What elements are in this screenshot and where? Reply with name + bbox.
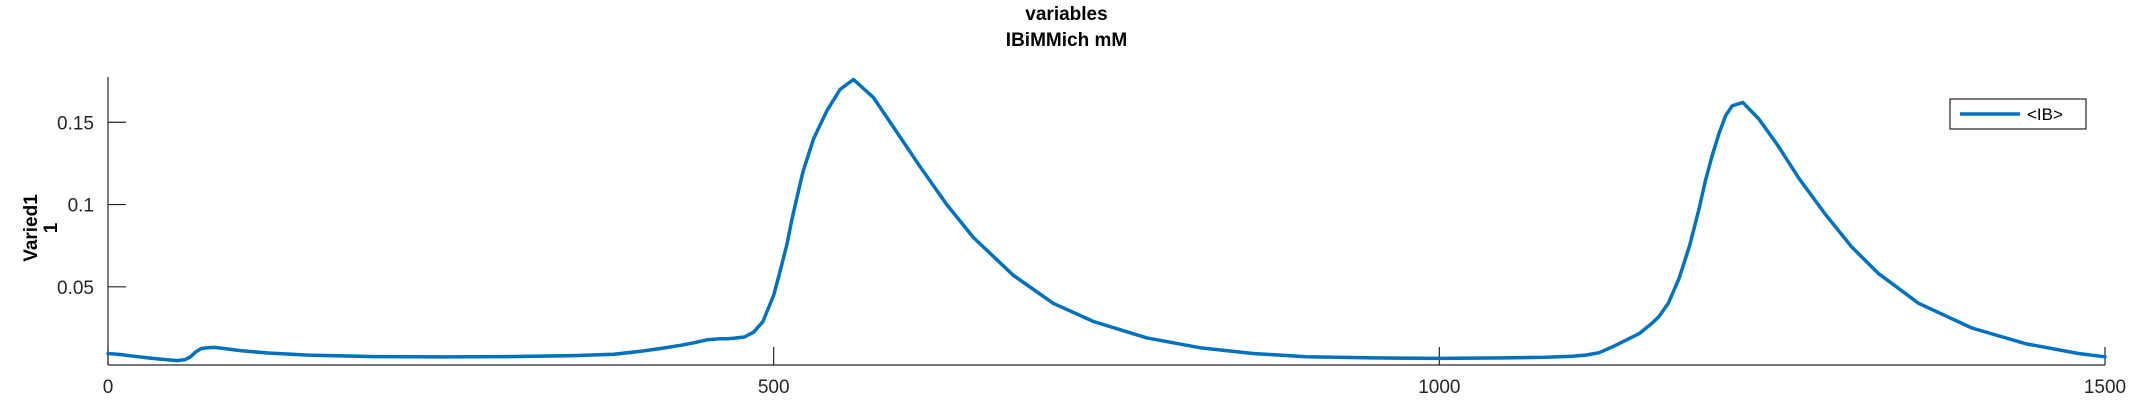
legend-label: <IB> xyxy=(2027,105,2063,124)
x-tick-label: 500 xyxy=(758,377,790,398)
y-tick-label: 0.1 xyxy=(68,196,94,217)
axes: 0 500 1000 1500 0.05 0.1 0.15 xyxy=(57,77,2126,398)
x-tick-label: 0 xyxy=(103,377,114,398)
y-tick-label: 0.05 xyxy=(57,278,94,299)
legend: <IB> xyxy=(1949,98,2087,130)
y-tick-label: 0.15 xyxy=(57,113,94,134)
series-layer xyxy=(106,77,2107,363)
series-line xyxy=(106,77,2107,363)
x-tick-label: 1500 xyxy=(2084,377,2126,398)
x-tick-label: 1000 xyxy=(1418,377,1460,398)
chart-title-line-1: variables xyxy=(1025,4,1108,25)
chart-title-line-2: IBiMMich mM xyxy=(1005,30,1128,51)
